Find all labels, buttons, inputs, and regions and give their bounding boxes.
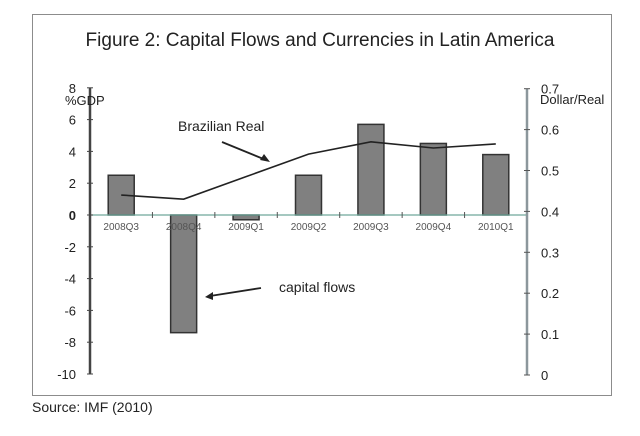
category-label: 2010Q1 <box>478 222 514 233</box>
left-tick-label: 8 <box>69 81 76 96</box>
left-tick-label: -2 <box>64 240 76 255</box>
bar-2009Q4 <box>419 142 448 216</box>
right-tick-label: 0.3 <box>541 245 559 260</box>
annotation-arrow-real <box>221 141 267 161</box>
bar-2009Q2 <box>294 174 323 216</box>
arrowhead-icon <box>205 292 213 300</box>
annotation-capital-flows: capital flows <box>279 279 355 295</box>
right-axis-title: Dollar/Real <box>540 92 604 107</box>
right-tick-label: 0.4 <box>541 204 559 219</box>
category-label: 2008Q3 <box>103 222 139 233</box>
left-tick-label: -8 <box>64 335 76 350</box>
right-tick-label: 0.1 <box>541 327 559 342</box>
right-tick-label: 0.2 <box>541 286 559 301</box>
bar-2009Q1 <box>232 214 260 221</box>
category-label: 2009Q3 <box>353 222 389 233</box>
bar-2008Q4 <box>169 214 198 334</box>
right-tick-label: 0.5 <box>541 164 559 179</box>
left-tick-label: 0 <box>69 208 76 223</box>
source-note: Source: IMF (2010) <box>32 399 153 415</box>
chart-title: Figure 2: Capital Flows and Currencies i… <box>85 30 555 51</box>
right-tick-label: 0.6 <box>541 123 559 138</box>
left-tick-label: -10 <box>57 367 76 382</box>
category-label: 2009Q4 <box>416 222 452 233</box>
right-tick-label: 0 <box>541 368 548 383</box>
category-label: 2009Q1 <box>228 222 264 233</box>
left-tick-label: 6 <box>69 113 76 128</box>
left-tick-label: -4 <box>64 272 76 287</box>
left-tick-label: 4 <box>69 144 76 159</box>
bar-2009Q3 <box>357 123 385 216</box>
bar-2010Q1 <box>482 153 510 216</box>
left-tick-label: -6 <box>64 303 76 318</box>
left-tick-label: 2 <box>69 176 76 191</box>
right-tick-label: 0.7 <box>541 82 559 97</box>
arrowhead-icon <box>260 154 270 162</box>
annotation-arrow-flows <box>209 287 262 297</box>
category-label: 2009Q2 <box>291 222 327 233</box>
left-axis-title: %GDP <box>65 93 105 108</box>
annotation-brazilian-real: Brazilian Real <box>178 118 264 134</box>
category-label: 2008Q4 <box>166 222 202 233</box>
